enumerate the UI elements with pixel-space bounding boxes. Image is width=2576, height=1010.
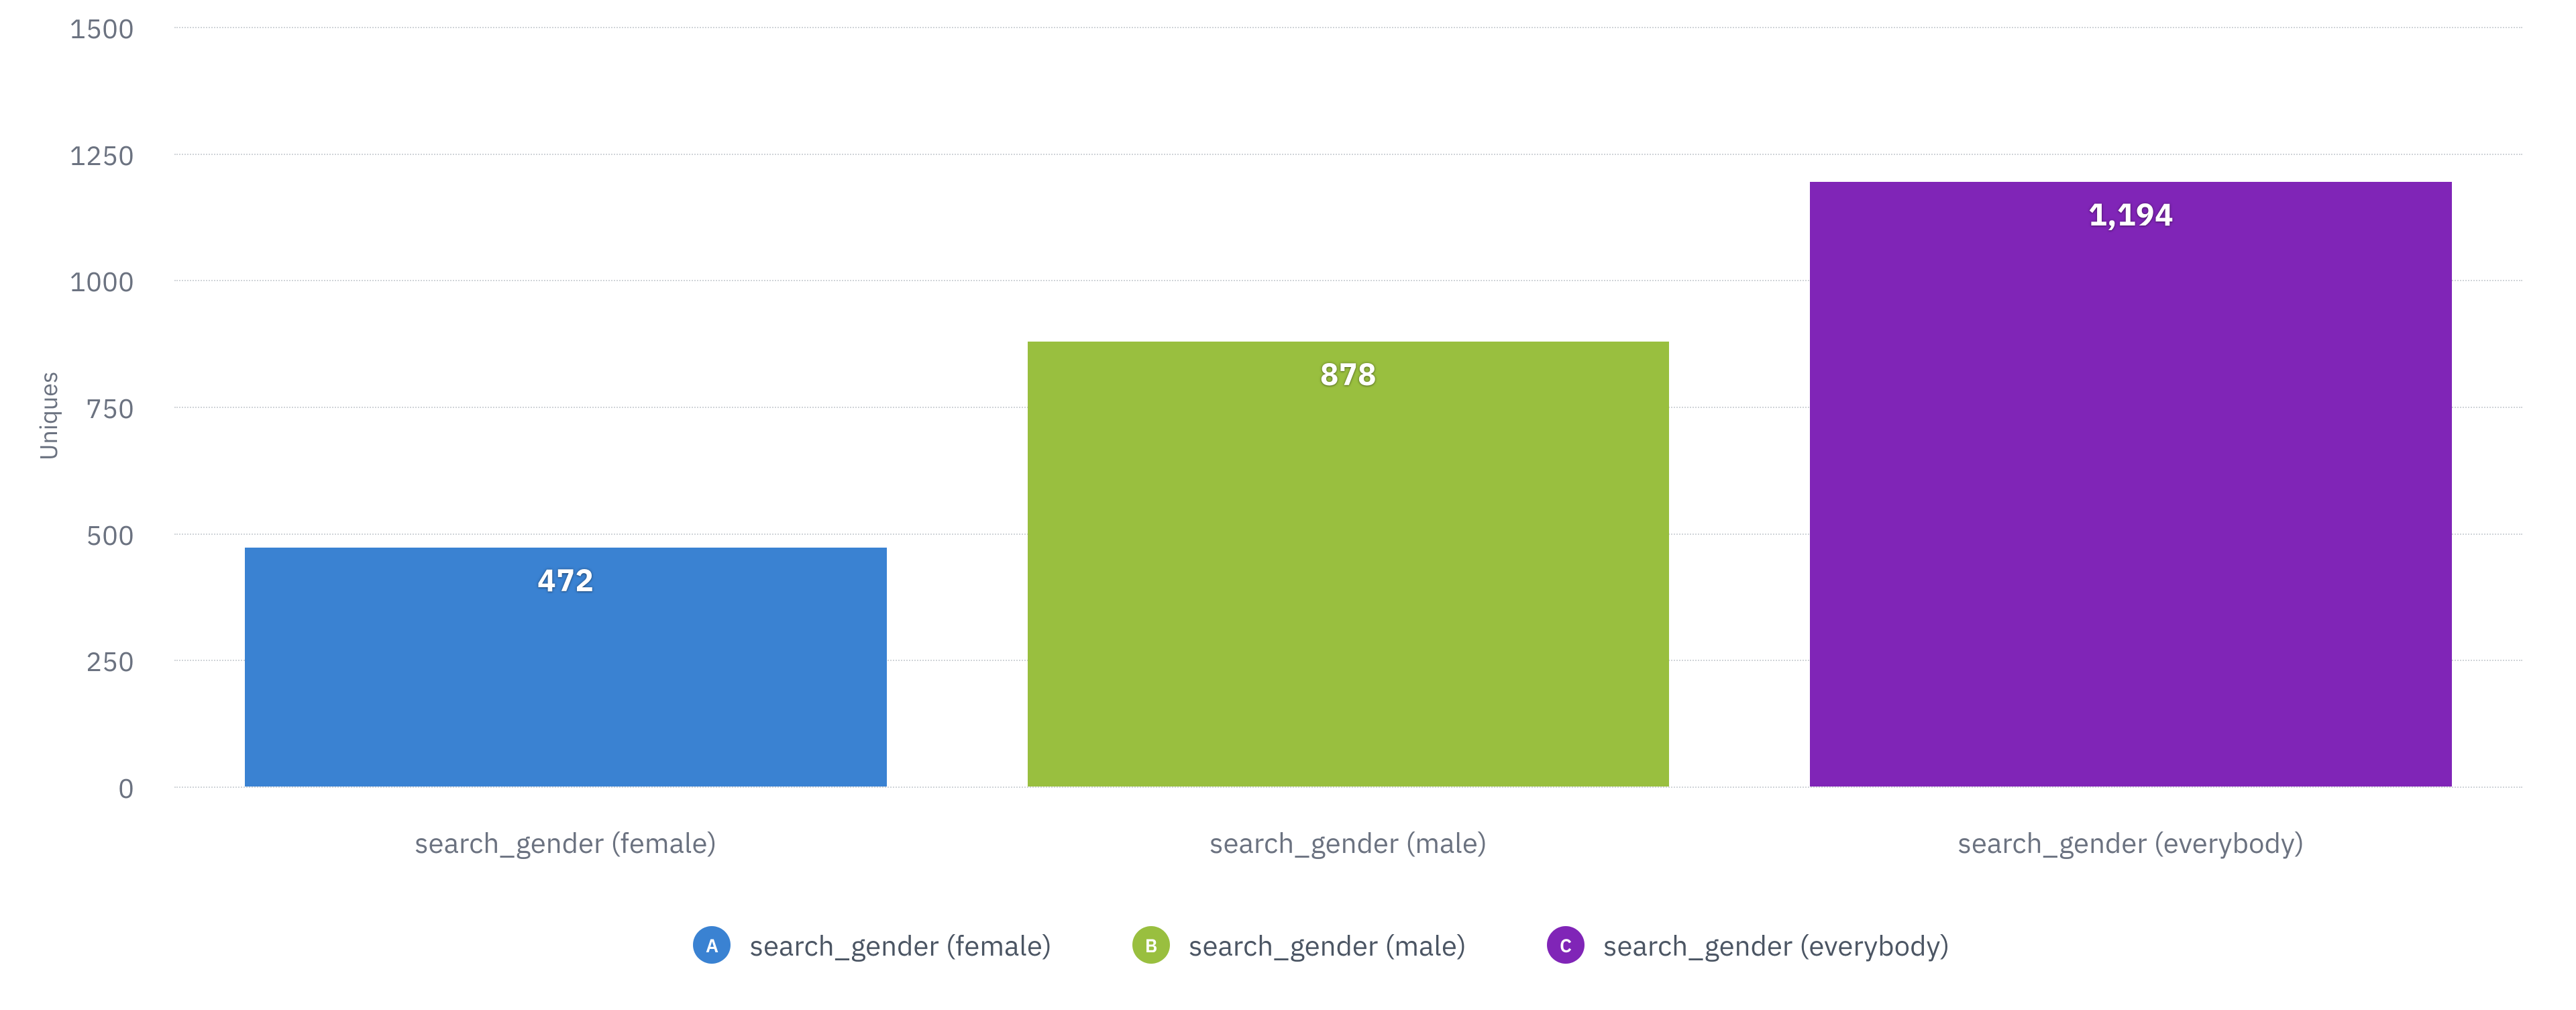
legend-item-c[interactable]: Csearch_gender (everybody) [1547, 926, 1950, 964]
legend-swatch-key: B [1145, 933, 1158, 958]
y-tick-label: 250 [0, 644, 134, 678]
legend-label: search_gender (female) [749, 927, 1052, 964]
legend-swatch-key: C [1560, 933, 1572, 958]
y-tick-label: 1000 [0, 264, 134, 299]
bar-value-label: 878 [1028, 354, 1670, 394]
legend: Asearch_gender (female) Bsearch_gender (m… [416, 926, 2227, 964]
bar-value-label: 472 [245, 560, 887, 600]
legend-swatch: A [693, 926, 731, 964]
bar-value-label: 1,194 [1810, 194, 2452, 234]
y-tick-label: 1500 [0, 11, 134, 46]
gridline [174, 787, 2522, 788]
x-tick-label: search_gender (male) [957, 824, 1740, 861]
bar-chart: Uniques 4728781,194 Asearch_gender (fema… [0, 0, 2576, 1010]
bar-c[interactable]: 1,194 [1810, 182, 2452, 787]
y-tick-label: 1250 [0, 138, 134, 172]
bars-layer: 472 878 1,194 [174, 27, 2522, 787]
legend-item-b[interactable]: Bsearch_gender (male) [1132, 926, 1466, 964]
x-tick-label: search_gender (female) [174, 824, 957, 861]
legend-label: search_gender (everybody) [1603, 927, 1950, 964]
bar-b[interactable]: 878 [1028, 342, 1670, 787]
y-tick-label: 500 [0, 517, 134, 552]
y-tick-label: 750 [0, 391, 134, 425]
x-tick-label: search_gender (everybody) [1739, 824, 2522, 861]
legend-swatch: B [1132, 926, 1170, 964]
y-tick-label: 0 [0, 770, 134, 805]
legend-swatch: C [1547, 926, 1585, 964]
legend-swatch-key: A [706, 933, 718, 958]
plot-area: 472 878 1,194 [174, 27, 2522, 787]
legend-item-a[interactable]: Asearch_gender (female) [693, 926, 1052, 964]
bar-a[interactable]: 472 [245, 548, 887, 787]
legend-label: search_gender (male) [1189, 927, 1466, 964]
